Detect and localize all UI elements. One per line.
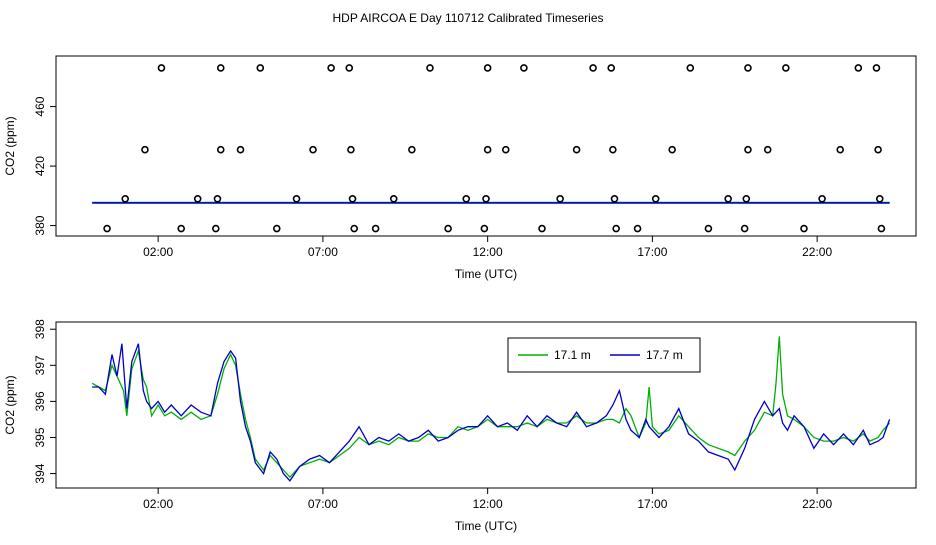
calibration-marker (236, 145, 245, 154)
calibration-marker (347, 145, 355, 154)
x-tick-label: 22:00 (802, 245, 832, 259)
calibration-marker (610, 195, 619, 203)
calibration-marker (444, 224, 452, 233)
calibration-marker (836, 145, 845, 154)
x-tick-label: 17:00 (637, 245, 667, 259)
calibration-panel: 02:00 07:00 12:00 17:00 22:00 380 420 460 Time (… (3, 55, 917, 281)
calibration-marker (609, 145, 617, 154)
calibration-marker (371, 224, 380, 233)
y-tick-label: 420 (33, 156, 47, 176)
calibration-marker (103, 224, 111, 233)
calibration-marker (141, 145, 149, 154)
x-tick-label: 02:00 (143, 497, 173, 511)
y-axis-label: CO2 (ppm) (3, 375, 17, 434)
calibration-marker (763, 145, 772, 154)
series-line-17-1m (91, 336, 891, 479)
calibration-marker (157, 64, 166, 72)
calibration-marker (744, 64, 752, 72)
calibration-marker (272, 224, 281, 233)
series-line-17-7m (92, 343, 891, 482)
calibration-marker (213, 195, 222, 203)
calibration-marker (800, 224, 808, 233)
x-tick-label: 22:00 (802, 497, 832, 511)
y-tick-label: 394 (33, 463, 47, 483)
calibration-marker (875, 195, 884, 203)
y-tick-label: 380 (33, 215, 47, 235)
calibration-marker (482, 195, 490, 203)
calibration-marker (589, 64, 597, 72)
calibration-marker (520, 64, 528, 72)
calibration-marker (874, 145, 882, 154)
y-tick-label: 460 (33, 96, 47, 116)
calibration-marker (309, 145, 317, 154)
calibration-marker (742, 195, 751, 203)
calibration-marker (668, 145, 676, 154)
calibration-marker (744, 145, 752, 154)
calibration-marker (651, 195, 660, 203)
calibration-marker (704, 224, 713, 233)
calibration-marker (292, 195, 301, 203)
calibration-marker (177, 224, 186, 233)
legend-label: 17.1 m (554, 348, 591, 362)
legend: 17.1 m 17.7 m (507, 337, 701, 373)
y-tick-label: 396 (33, 391, 47, 411)
x-axis-label: Time (UTC) (455, 267, 517, 281)
calibration-marker (389, 195, 398, 203)
legend-label: 17.7 m (646, 348, 683, 362)
calibration-marker (556, 195, 564, 203)
calibration-marker (483, 64, 492, 72)
page-title: HDP AIRCOA E Day 110712 Calibrated Times… (332, 11, 603, 25)
x-tick-label: 12:00 (473, 245, 503, 259)
calibration-marker (212, 224, 220, 233)
x-axis-label: Time (UTC) (455, 519, 517, 533)
calibration-marker (256, 64, 265, 72)
calibration-marker (426, 64, 434, 72)
calibration-marker (216, 145, 225, 154)
calibration-marker (818, 195, 826, 203)
y-tick-label: 398 (33, 319, 47, 339)
calibration-marker (782, 64, 790, 72)
x-tick-label: 12:00 (473, 497, 503, 511)
calibration-marker (501, 145, 510, 154)
calibration-marker (612, 224, 620, 233)
calibration-marker (854, 64, 863, 72)
calibration-marker (121, 195, 129, 203)
y-tick-label: 395 (33, 427, 47, 447)
timeseries-panel: 02:00 07:00 12:00 17:00 22:00 394 395 396 397 398… (3, 319, 917, 533)
calibration-marker (350, 224, 358, 233)
plot-frame (55, 321, 917, 489)
calibration-marker (877, 224, 886, 233)
calibration-marker (193, 195, 202, 203)
y-axis-label: CO2 (ppm) (3, 116, 17, 175)
calibration-marker (480, 224, 489, 233)
calibration-marker (740, 224, 749, 233)
calibration-marker (408, 145, 416, 154)
calibration-marker (607, 64, 616, 72)
y-tick-label: 397 (33, 355, 47, 375)
calibration-marker (686, 64, 695, 72)
calibration-marker (483, 145, 492, 154)
calibration-marker (872, 64, 881, 72)
calibration-marker (216, 64, 225, 72)
x-tick-label: 07:00 (308, 497, 338, 511)
calibration-marker (538, 224, 546, 233)
calibration-marker (327, 64, 335, 72)
calibration-marker (348, 195, 357, 203)
x-tick-label: 02:00 (143, 245, 173, 259)
x-tick-label: 17:00 (637, 497, 667, 511)
calibration-marker (572, 145, 581, 154)
x-tick-label: 07:00 (308, 245, 338, 259)
plot-frame (55, 55, 917, 237)
calibration-marker (724, 195, 732, 203)
calibration-marker (633, 224, 642, 233)
calibration-marker (345, 64, 354, 72)
calibration-marker (462, 195, 471, 203)
